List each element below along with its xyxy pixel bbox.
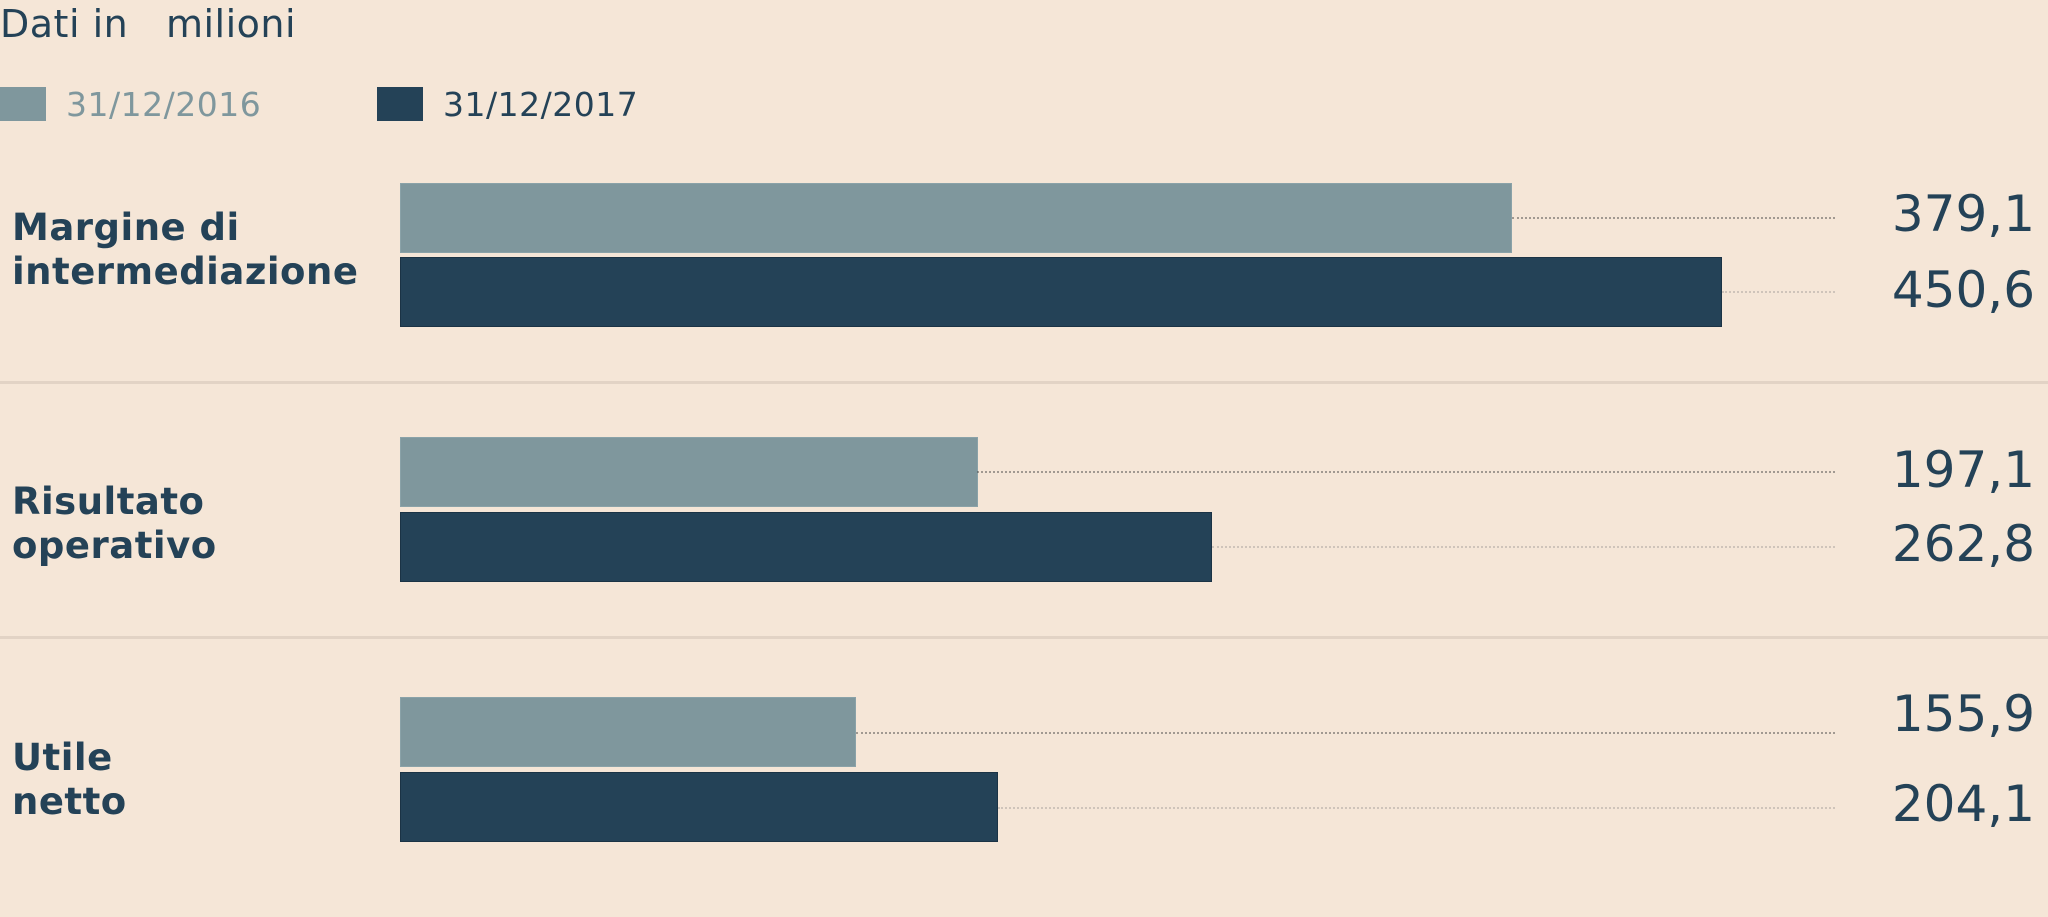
category-label-line1: Risultato <box>12 480 205 523</box>
leader-line-2017 <box>1722 291 1835 293</box>
category-label: Utile netto <box>12 736 127 824</box>
bar-2017 <box>400 512 1212 582</box>
leader-line-2016 <box>856 732 1835 734</box>
chart-title: Dati in milioni <box>0 2 297 46</box>
leader-line-2016 <box>1512 217 1835 219</box>
bar-2016 <box>400 183 1512 253</box>
bar-2016 <box>400 437 978 507</box>
bar-2016 <box>400 697 856 767</box>
value-2016: 379,1 <box>1891 185 2035 243</box>
leader-line-2017 <box>998 807 1835 809</box>
value-2017: 450,6 <box>1891 261 2035 319</box>
legend-item-2017: 31/12/2017 <box>377 84 638 124</box>
group-divider <box>0 381 2048 384</box>
value-2016: 197,1 <box>1891 441 2035 499</box>
category-label-line1: Utile <box>12 736 113 779</box>
leader-line-2016 <box>977 471 1835 473</box>
legend-swatch-2016 <box>0 87 46 121</box>
category-label-line2: intermediazione <box>12 250 359 293</box>
value-2017: 204,1 <box>1891 775 2035 833</box>
bar-2017 <box>400 257 1722 327</box>
group-divider <box>0 636 2048 639</box>
category-label-line2: netto <box>12 780 127 823</box>
legend-label-2016: 31/12/2016 <box>66 84 262 124</box>
value-2016: 155,9 <box>1891 685 2035 743</box>
leader-line-2017 <box>1212 546 1835 548</box>
value-2017: 262,8 <box>1891 515 2035 573</box>
legend-swatch-2017 <box>377 87 423 121</box>
bar-2017 <box>400 772 998 842</box>
category-label: Margine di intermediazione <box>12 206 358 294</box>
legend-item-2016: 31/12/2016 <box>0 84 261 124</box>
category-label: Risultato operativo <box>12 480 217 568</box>
category-label-line2: operativo <box>12 524 217 567</box>
legend-label-2017: 31/12/2017 <box>443 84 639 124</box>
category-label-line1: Margine di <box>12 206 240 249</box>
